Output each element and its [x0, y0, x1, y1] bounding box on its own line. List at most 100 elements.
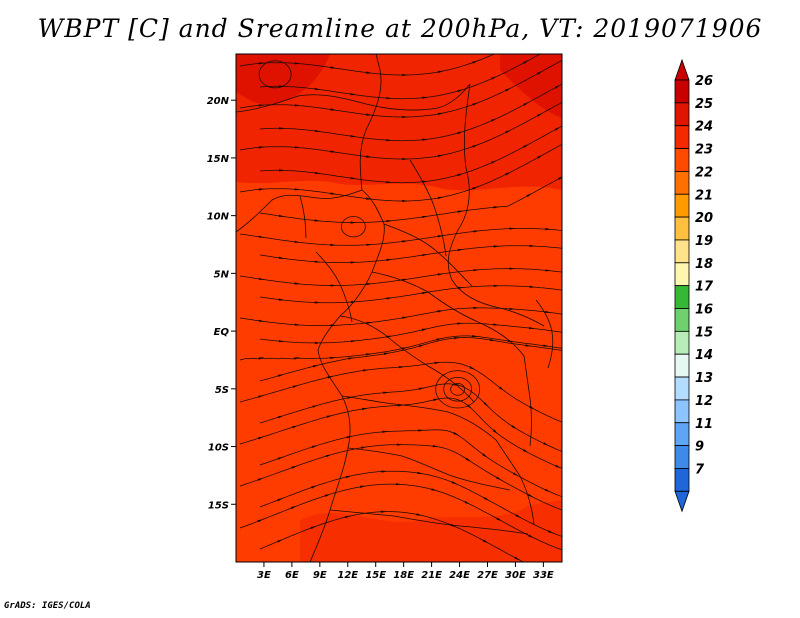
streamline-arrow — [422, 96, 429, 99]
colorbar-swatch — [674, 148, 690, 172]
streamline-arrow — [505, 87, 512, 92]
streamline-arrow — [491, 118, 497, 122]
colorbar-label: 9 — [695, 440, 704, 455]
streamline-arrow — [528, 534, 535, 539]
colorbar-label: 19 — [695, 234, 713, 249]
colorbar-label: 22 — [695, 165, 713, 180]
streamline-arrow — [547, 530, 554, 534]
streamline-arrow — [279, 169, 285, 172]
streamline-arrow — [545, 227, 552, 231]
streamline-arrow — [450, 523, 457, 528]
streamline-arrow — [472, 186, 479, 190]
y-tick-label: 20N — [207, 96, 230, 107]
streamline-arrow — [383, 391, 389, 394]
streamline-arrow — [527, 493, 534, 498]
streamline-arrow — [509, 227, 516, 230]
colorbar-label: 13 — [695, 371, 713, 386]
colorbar-bottom-arrow — [674, 490, 690, 513]
streamline-swirl — [450, 382, 466, 396]
streamline-arrow — [311, 445, 318, 449]
streamline-arrow — [386, 335, 393, 338]
colorbar-swatch — [674, 193, 690, 218]
streamline-arrow — [437, 154, 444, 158]
warm-region-north — [236, 54, 562, 191]
streamline-arrow — [359, 485, 366, 488]
streamline-arrow — [437, 310, 444, 313]
streamline-arrow — [291, 465, 298, 469]
streamline-arrow — [366, 113, 373, 116]
streamline-arrow — [294, 357, 300, 360]
streamline-arrow — [381, 470, 388, 473]
streamline-arrow — [330, 243, 337, 247]
streamline-arrow — [277, 539, 283, 543]
hot-region-northwest — [236, 54, 330, 105]
streamline-arrow — [294, 188, 301, 191]
streamline-arrow — [380, 510, 387, 513]
colorbar-swatch — [674, 216, 690, 241]
streamline-arrow — [416, 513, 423, 516]
streamline-arrow — [258, 357, 265, 360]
streamline-arrow — [522, 449, 529, 453]
streamline — [259, 176, 562, 223]
streamline-arrow — [396, 443, 403, 446]
streamline-arrow — [383, 352, 390, 355]
credit-text: GrADS: IGES/COLA — [4, 601, 91, 611]
streamline-arrow — [278, 214, 285, 217]
colorbar-swatch — [674, 399, 690, 424]
streamline-arrow — [294, 104, 301, 107]
streamline — [259, 54, 541, 100]
streamline-arrow — [472, 102, 479, 106]
streamline-arrow — [422, 138, 429, 141]
streamline-arrow — [545, 269, 552, 272]
colorbar-swatch — [674, 353, 690, 378]
colorbar-swatch — [674, 102, 690, 127]
streamline-arrow — [382, 430, 389, 433]
streamline-arrow — [505, 171, 512, 176]
streamline-arrow — [314, 87, 321, 91]
colorbar-swatch — [674, 308, 690, 332]
colorbar-label: 11 — [695, 417, 713, 432]
streamline-arrow — [258, 277, 265, 280]
streamline-arrow — [525, 344, 532, 347]
streamlines — [239, 54, 562, 562]
streamline-arrow — [402, 240, 409, 243]
streamline-arrow — [350, 177, 357, 180]
x-tick-label: 9E — [313, 570, 327, 581]
streamline-arrow — [454, 337, 460, 340]
streamline-arrow — [434, 361, 441, 365]
streamline-arrow — [511, 425, 517, 430]
streamline-arrow — [432, 445, 439, 448]
streamline-arrow — [401, 347, 408, 350]
colorbar-swatch — [674, 170, 690, 195]
colorbar-swatch — [674, 285, 690, 309]
streamline-arrow — [554, 84, 561, 89]
streamline-arrow — [402, 73, 409, 77]
streamline-arrow — [366, 243, 373, 246]
streamline-arrow — [558, 176, 562, 180]
streamline-arrow — [386, 139, 393, 142]
streamline-arrow — [345, 515, 351, 519]
streamline-arrow — [347, 396, 354, 399]
streamline-arrow — [492, 429, 498, 434]
y-axis: 20N 15N 10N 5N EQ 5S 10S 15S — [207, 96, 236, 511]
streamline-arrow — [325, 454, 332, 458]
streamline-arrow — [402, 278, 409, 281]
streamline-arrow — [472, 144, 479, 148]
warm-region-south — [300, 500, 562, 562]
streamline-arrow — [314, 171, 321, 175]
streamline-arrow — [350, 221, 357, 224]
streamline-arrow — [529, 405, 535, 410]
streamline-arrow — [324, 494, 331, 497]
streamline-arrow — [257, 477, 264, 481]
y-tick-label: 15S — [208, 500, 229, 511]
streamline-arrow — [483, 497, 490, 501]
streamline-arrow — [294, 146, 301, 149]
streamline-arrow — [314, 341, 321, 345]
streamline-arrow — [314, 219, 321, 222]
streamline-arrow — [330, 356, 337, 359]
streamline-arrow — [330, 108, 337, 111]
streamline-arrow — [278, 298, 285, 301]
streamline-arrow — [398, 366, 405, 369]
streamline-arrow — [346, 436, 353, 439]
